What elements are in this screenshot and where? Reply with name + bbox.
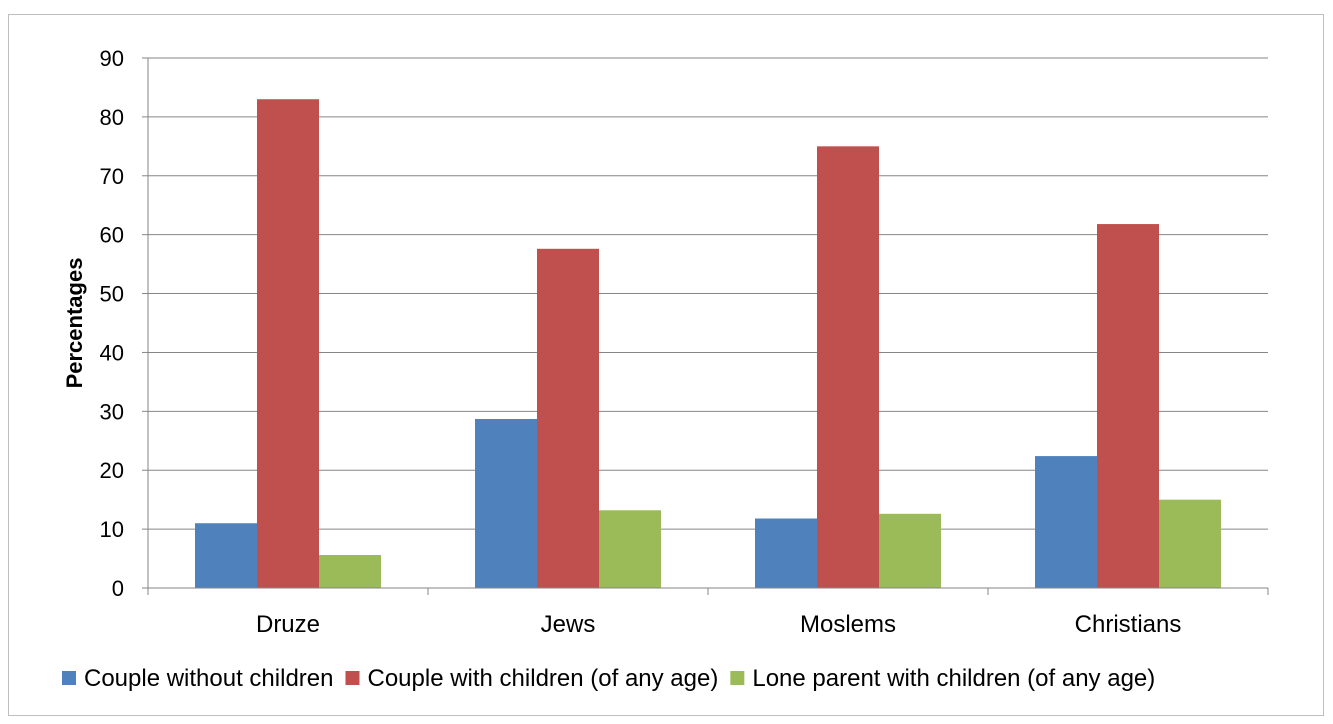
- bars: [195, 99, 1221, 589]
- bar: [817, 146, 879, 589]
- axes: 0 10 20 30 40 50 60 70 80 90 Druze Jews Moslems Chris…: [100, 46, 1269, 638]
- y-tick-label: 30: [100, 399, 124, 424]
- bar: [319, 555, 381, 588]
- y-tick-label: 90: [100, 46, 124, 71]
- bar: [475, 418, 537, 588]
- bar: [879, 513, 941, 588]
- x-category-label: Jews: [541, 611, 596, 638]
- legend-label: Couple with children (of any age): [367, 665, 718, 692]
- y-tick-label: 0: [112, 576, 124, 601]
- y-tick-label: 50: [100, 282, 124, 307]
- x-category-label: Moslems: [800, 611, 896, 638]
- bar: [1159, 499, 1221, 588]
- bar: [1097, 224, 1159, 589]
- y-tick-label: 60: [100, 223, 124, 248]
- bar: [257, 99, 319, 588]
- y-axis-label: Percentages: [62, 258, 87, 389]
- y-tick-label: 80: [100, 105, 124, 130]
- bar: [1035, 456, 1097, 588]
- y-tick-label: 40: [100, 340, 124, 365]
- legend-label: Lone parent with children (of any age): [752, 665, 1155, 692]
- x-category-label: Christians: [1075, 611, 1182, 638]
- y-tick-label: 10: [100, 517, 124, 542]
- bar: [755, 518, 817, 588]
- bar: [599, 510, 661, 588]
- legend-swatch: [730, 671, 745, 685]
- x-category-label: Druze: [256, 611, 320, 638]
- bar: [195, 523, 257, 588]
- legend-label: Couple without children: [84, 665, 333, 692]
- legend-swatch: [62, 671, 76, 685]
- y-tick-label: 70: [100, 164, 124, 189]
- legend-swatch: [345, 671, 360, 685]
- y-tick-label: 20: [100, 458, 124, 483]
- bar: [537, 248, 599, 589]
- legend: Couple without children Couple with child…: [62, 665, 1155, 692]
